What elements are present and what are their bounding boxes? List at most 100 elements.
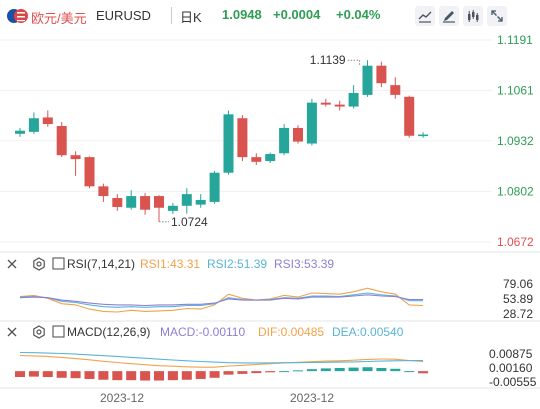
macd-bar-positive: [279, 371, 290, 373]
macd-bar-negative: [167, 371, 178, 381]
price-change-pct: +0.04%: [336, 7, 381, 22]
rsi-line-rsi1: [19, 287, 424, 313]
candle-down: [98, 183, 109, 202]
rsi-close-icon[interactable]: [7, 259, 17, 269]
collapse-button[interactable]: [487, 6, 507, 26]
rsi-toggle-checkbox[interactable]: [52, 257, 65, 270]
symbol-label: EURUSD: [96, 8, 151, 23]
macd-bar-negative: [98, 371, 109, 380]
macd-bar-positive: [320, 368, 331, 372]
macd-bar-positive: [390, 368, 401, 372]
candle-down: [112, 194, 123, 211]
macd-bar-negative: [209, 371, 220, 378]
rsi-header: RSI(7,14,21) RSI1:43.31 RSI2:51.39 RSI3:…: [7, 257, 334, 271]
pen-tool-button[interactable]: [439, 6, 459, 26]
candle-up: [418, 132, 429, 138]
macd-bar-positive: [306, 369, 317, 372]
candle-down: [404, 95, 415, 138]
eu-us-flag-icon: [7, 9, 28, 23]
last-price: 1.0948: [222, 7, 262, 22]
macd-settings-icon[interactable]: [33, 325, 45, 339]
x-tick-label: 2023-12: [290, 391, 334, 405]
price-tick-label: 1.1191: [497, 33, 533, 47]
candle-up: [265, 152, 276, 163]
low-annotation: 1.0724: [171, 215, 208, 229]
candle-down: [293, 125, 303, 144]
candle-up: [223, 110, 234, 175]
candle-down: [334, 100, 345, 111]
macd-line-dif: [19, 354, 424, 368]
x-axis: 2023-12 2023-12: [100, 391, 334, 405]
rsi-line-rsi3: [19, 294, 424, 307]
macd-tick-label: 0.00875: [489, 347, 533, 361]
candle-up: [181, 188, 192, 214]
indicator-tool-icon: [468, 10, 479, 22]
macd-bar-positive: [348, 367, 359, 372]
macd-bar-negative: [181, 371, 192, 380]
macd-bar-negative: [42, 371, 53, 378]
candle-down: [237, 115, 248, 162]
price-annotations: 1.1139 1.0724: [159, 53, 361, 229]
macd-bar-negative: [28, 371, 39, 377]
candle-down: [251, 153, 262, 165]
candle-up: [167, 203, 178, 214]
macd-toggle-checkbox[interactable]: [52, 325, 65, 338]
macd-value: MACD:-0.00110: [160, 325, 245, 339]
candle-up: [362, 60, 373, 97]
dea-value: DEA:0.00540: [332, 325, 404, 339]
macd-close-icon[interactable]: [7, 327, 17, 337]
macd-bar-negative: [265, 371, 276, 373]
macd-header: MACD(12,26,9) MACD:-0.00110 DIF:0.00485 …: [7, 325, 404, 339]
rsi-settings-icon[interactable]: [33, 257, 45, 271]
pen-tool-icon: [443, 11, 455, 23]
macd-bar-positive: [334, 368, 345, 372]
macd-histogram: [15, 367, 429, 381]
macd-bar-positive: [293, 370, 303, 372]
candle-down: [390, 77, 401, 99]
header-bar: 欧元/美元 EURUSD 日K 1.0948 +0.0004 +0.04%: [0, 0, 540, 31]
macd-bar-negative: [15, 371, 25, 378]
candle-down: [70, 151, 81, 176]
rsi3-value: RSI3:53.39: [274, 257, 334, 271]
candle-up: [15, 127, 25, 137]
macd-bar-negative: [126, 371, 137, 381]
candle-down: [84, 156, 95, 189]
price-change: +0.0004: [273, 7, 321, 22]
candle-down: [42, 110, 53, 127]
macd-indicator-label: MACD(12,26,9): [67, 325, 150, 339]
price-tick-label: 1.1061: [497, 84, 534, 98]
price-tick-label: 1.0672: [497, 235, 534, 249]
candle-up: [306, 98, 317, 146]
macd-bar-negative: [237, 371, 248, 374]
macd-bar-negative: [154, 371, 164, 381]
rsi-tick-label: 79.06: [503, 277, 533, 291]
candle-down: [56, 122, 67, 158]
macd-bar-negative: [140, 371, 151, 381]
price-tick-label: 1.0932: [497, 134, 534, 148]
line-tool-icon: [418, 11, 432, 23]
rsi-indicator-label: RSI(7,14,21): [67, 257, 135, 271]
dif-value: DIF:0.00485: [258, 325, 324, 339]
pair-label: 欧元/美元: [31, 11, 87, 26]
rsi-lines: [19, 287, 424, 313]
price-axis: 1.1191 1.1061 1.0932 1.0802 1.0672: [497, 33, 534, 249]
indicator-tool-button[interactable]: [463, 6, 483, 26]
macd-tick-label: 0.00160: [489, 361, 533, 375]
candle-down: [154, 195, 164, 222]
macd-bar-negative: [112, 371, 123, 381]
macd-bar-negative: [223, 371, 234, 375]
macd-bar-positive: [404, 371, 415, 373]
rsi1-value: RSI1:43.31: [140, 257, 200, 271]
line-tool-button[interactable]: [415, 6, 435, 26]
high-annotation: 1.1139: [310, 53, 346, 67]
macd-bar-negative: [84, 371, 95, 379]
timeframe-selector[interactable]: 日K: [180, 10, 202, 25]
macd-bar-positive: [362, 367, 373, 372]
macd-tick-label: -0.00555: [489, 375, 537, 389]
candle-up: [126, 190, 137, 210]
rsi2-value: RSI2:51.39: [207, 257, 267, 271]
macd-bar-positive: [376, 368, 387, 372]
